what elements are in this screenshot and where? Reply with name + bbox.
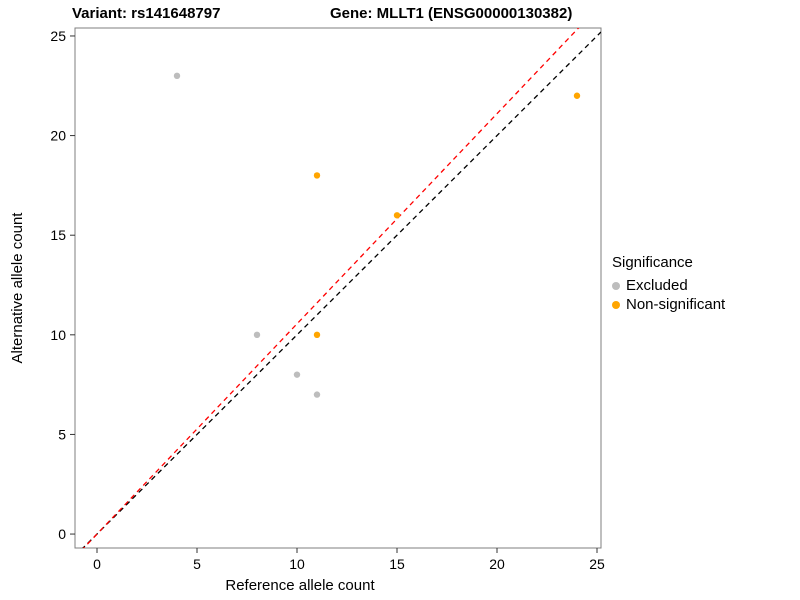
y-tick-label: 5 — [58, 426, 66, 442]
data-point-non-significant — [313, 172, 321, 179]
y-tick-label: 10 — [50, 327, 66, 343]
y-tick-label: 25 — [50, 28, 66, 44]
identity-line — [82, 31, 601, 548]
data-point-excluded — [313, 391, 321, 398]
legend-item-label: Excluded — [626, 277, 688, 294]
y-tick-label: 15 — [50, 227, 66, 243]
legend-item-excluded: Excluded — [612, 277, 725, 294]
x-tick-label: 0 — [93, 556, 101, 572]
non-significant-dot-icon — [612, 300, 620, 309]
plot-title-gene: Gene: MLLT1 (ENSG00000130382) — [330, 5, 573, 22]
x-tick-label: 5 — [193, 556, 201, 572]
plot-title-variant: Variant: rs141648797 — [72, 5, 221, 22]
data-point-non-significant — [393, 212, 401, 219]
data-point-excluded — [293, 371, 301, 378]
x-axis-title: Reference allele count — [225, 577, 375, 594]
excluded-dot-icon — [612, 281, 620, 290]
legend-item-label: Non-significant — [626, 296, 726, 313]
panel-border — [74, 27, 602, 549]
x-tick-label: 15 — [389, 556, 405, 572]
y-tick-label: 20 — [50, 128, 66, 144]
y-tick-label: 0 — [58, 526, 66, 542]
x-tick-label: 20 — [489, 556, 505, 572]
data-point-non-significant — [573, 92, 581, 99]
x-tick-label: 25 — [589, 556, 605, 572]
data-point-excluded — [173, 72, 181, 80]
legend-title: Significance — [612, 254, 693, 271]
legend-item-non-significant: Non-significant — [612, 296, 725, 313]
legend: Significance Excluded Non-significant — [612, 254, 725, 315]
y-axis-title: Alternative allele count — [9, 212, 26, 364]
data-point-non-significant — [313, 331, 321, 339]
fit-line — [82, 28, 580, 548]
x-tick-label: 10 — [289, 556, 305, 572]
data-point-excluded — [253, 331, 261, 339]
